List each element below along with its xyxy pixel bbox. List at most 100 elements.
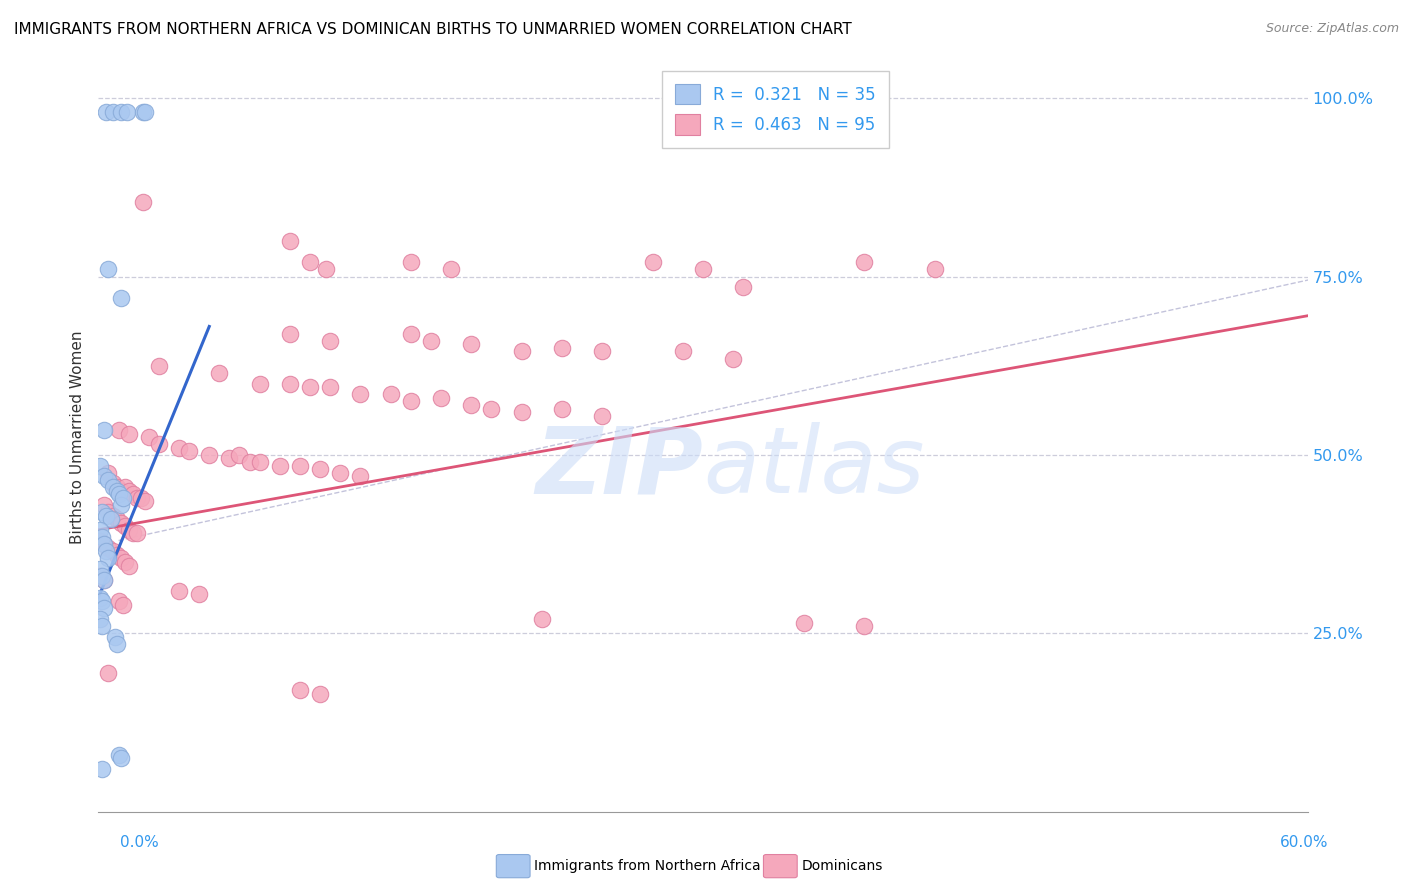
Point xyxy=(107,423,129,437)
Point xyxy=(114,519,136,533)
Point xyxy=(89,562,111,576)
Point xyxy=(91,569,114,583)
Point xyxy=(103,630,125,644)
Point xyxy=(167,441,190,455)
Point xyxy=(110,498,132,512)
Point xyxy=(118,426,141,441)
Point xyxy=(110,551,132,566)
Point xyxy=(110,483,132,498)
Point xyxy=(148,359,170,373)
Text: atlas: atlas xyxy=(703,422,924,512)
Point xyxy=(510,405,533,419)
Point xyxy=(105,483,128,498)
Point xyxy=(93,498,115,512)
Point xyxy=(107,487,129,501)
Point xyxy=(105,637,128,651)
Point xyxy=(132,194,155,209)
Point xyxy=(96,508,118,523)
Point xyxy=(89,612,111,626)
Point xyxy=(249,455,271,469)
Point xyxy=(315,262,337,277)
Point xyxy=(134,105,156,120)
Point xyxy=(89,533,111,548)
Y-axis label: Births to Unmarried Women: Births to Unmarried Women xyxy=(70,330,86,544)
Point xyxy=(510,344,533,359)
Legend: R =  0.321   N = 35, R =  0.463   N = 95: R = 0.321 N = 35, R = 0.463 N = 95 xyxy=(662,70,890,148)
Point xyxy=(218,451,240,466)
Point xyxy=(198,448,221,462)
Text: Dominicans: Dominicans xyxy=(801,859,883,873)
Point xyxy=(93,601,115,615)
Point xyxy=(460,337,482,351)
Point xyxy=(299,380,322,394)
Point xyxy=(118,558,141,573)
Point xyxy=(288,458,311,473)
Point xyxy=(134,494,156,508)
Point xyxy=(167,583,190,598)
Point xyxy=(380,387,402,401)
Point xyxy=(138,430,160,444)
Text: Immigrants from Northern Africa: Immigrants from Northern Africa xyxy=(534,859,761,873)
Point xyxy=(723,351,745,366)
Point xyxy=(115,105,138,120)
Point xyxy=(96,105,118,120)
Point xyxy=(148,437,170,451)
Point xyxy=(97,466,120,480)
Point xyxy=(101,105,124,120)
Point xyxy=(97,505,120,519)
Point xyxy=(641,255,664,269)
Point xyxy=(249,376,271,391)
Point xyxy=(129,491,152,505)
Point xyxy=(530,612,553,626)
Point xyxy=(309,462,332,476)
Point xyxy=(460,398,482,412)
Point xyxy=(118,523,141,537)
Point xyxy=(105,512,128,526)
Point xyxy=(329,466,352,480)
Point xyxy=(430,391,453,405)
Point xyxy=(97,541,120,555)
Point xyxy=(121,526,143,541)
Point xyxy=(101,508,124,523)
Point xyxy=(97,473,120,487)
Point xyxy=(551,341,574,355)
Point xyxy=(101,480,124,494)
Point xyxy=(97,551,120,566)
Text: ZIP: ZIP xyxy=(536,422,703,512)
Point xyxy=(97,262,120,277)
Point xyxy=(188,587,211,601)
Point xyxy=(89,569,111,583)
Point xyxy=(269,458,291,473)
Point xyxy=(89,523,111,537)
Point xyxy=(93,423,115,437)
Point xyxy=(105,480,128,494)
Point xyxy=(118,483,141,498)
Point xyxy=(101,544,124,558)
Point xyxy=(91,762,114,776)
Point xyxy=(399,255,422,269)
Point xyxy=(110,516,132,530)
Point xyxy=(228,448,250,462)
Point xyxy=(91,505,114,519)
Point xyxy=(111,491,134,505)
Point xyxy=(239,455,262,469)
Point xyxy=(208,366,231,380)
Text: IMMIGRANTS FROM NORTHERN AFRICA VS DOMINICAN BIRTHS TO UNMARRIED WOMEN CORRELATI: IMMIGRANTS FROM NORTHERN AFRICA VS DOMIN… xyxy=(14,22,852,37)
Point xyxy=(278,326,301,341)
Point xyxy=(93,537,115,551)
Point xyxy=(91,619,114,633)
Point xyxy=(288,683,311,698)
Point xyxy=(481,401,503,416)
Point xyxy=(349,469,371,483)
Point xyxy=(132,105,155,120)
Point xyxy=(105,548,128,562)
Point xyxy=(672,344,695,359)
Point xyxy=(96,544,118,558)
Point xyxy=(110,105,132,120)
Point xyxy=(924,262,946,277)
Point xyxy=(111,598,134,612)
Point xyxy=(349,387,371,401)
Point xyxy=(89,591,111,605)
Point xyxy=(93,537,115,551)
Point xyxy=(179,444,201,458)
